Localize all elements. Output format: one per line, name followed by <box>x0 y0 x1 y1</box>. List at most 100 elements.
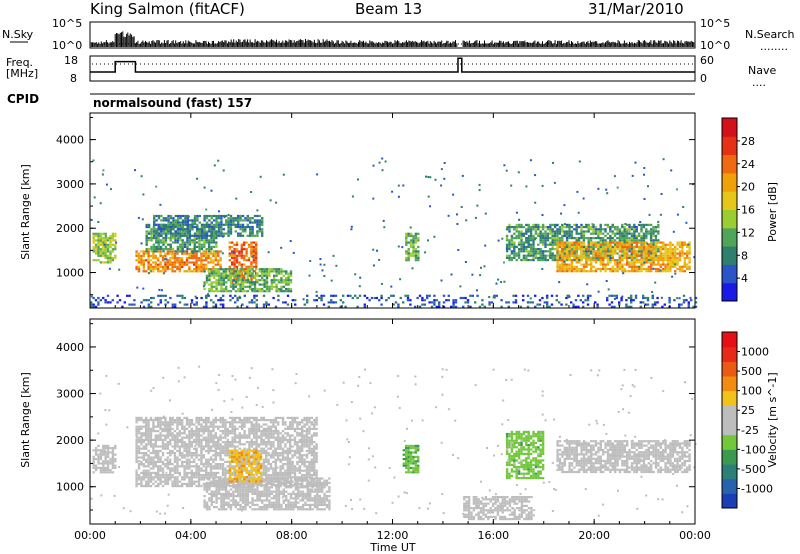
data-cell <box>510 239 514 242</box>
data-cell <box>447 294 450 297</box>
data-cell <box>611 270 614 273</box>
data-cell <box>568 232 571 235</box>
data-cell <box>513 226 516 229</box>
data-cell <box>265 290 269 293</box>
data-cell <box>404 294 407 297</box>
data-cell <box>604 267 607 271</box>
data-cell <box>592 256 595 259</box>
data-speckle <box>147 272 150 275</box>
data-speckle <box>259 175 262 178</box>
data-cell <box>657 250 660 253</box>
data-cell <box>589 259 593 262</box>
data-cell <box>351 296 354 300</box>
data-cell <box>671 261 674 264</box>
data-cell <box>197 423 201 426</box>
data-cell <box>433 294 436 297</box>
data-cell <box>210 285 213 288</box>
data-cell <box>200 254 203 257</box>
data-cell <box>599 241 602 244</box>
data-cell <box>160 228 163 231</box>
data-cell <box>637 239 641 242</box>
data-cell <box>174 241 177 244</box>
data-cell <box>549 223 552 226</box>
data-cell <box>585 256 588 260</box>
data-cell <box>534 237 538 240</box>
data-cell <box>173 482 177 485</box>
data-cell <box>568 245 571 249</box>
data-cell <box>166 250 169 253</box>
data-cell <box>580 248 583 251</box>
data-speckle <box>181 297 184 300</box>
data-speckle <box>631 174 634 177</box>
data-cell <box>111 449 115 452</box>
data-cell <box>178 445 181 448</box>
data-cell <box>157 265 160 268</box>
data-cell <box>630 237 634 240</box>
data-cell <box>188 270 191 273</box>
data-speckle <box>232 251 235 254</box>
data-cell <box>176 245 180 248</box>
data-cell <box>659 254 662 257</box>
data-cell <box>169 234 173 237</box>
data-cell <box>565 239 569 242</box>
data-cell <box>238 252 241 255</box>
data-cell <box>274 305 278 308</box>
data-cell <box>193 482 196 485</box>
data-cell <box>638 259 641 262</box>
data-speckle <box>480 266 482 269</box>
data-cell <box>549 226 552 229</box>
data-cell <box>166 476 169 479</box>
data-speckle <box>189 230 191 233</box>
data-speckle <box>605 188 608 191</box>
data-cell <box>282 281 285 284</box>
data-cell <box>201 232 204 235</box>
data-cell <box>599 226 602 229</box>
data-cell <box>214 471 217 474</box>
data-cell <box>157 230 160 233</box>
data-cell <box>258 219 261 222</box>
data-cell <box>240 256 243 260</box>
data-cell <box>135 478 138 481</box>
data-cell <box>159 252 162 255</box>
data-cell <box>556 239 559 242</box>
data-cell <box>159 270 162 273</box>
data-cell <box>213 230 216 233</box>
data-cell <box>186 217 189 220</box>
data-cell <box>214 259 217 262</box>
data-cell <box>202 421 205 424</box>
data-cell <box>215 234 218 237</box>
data-cell <box>558 228 562 231</box>
data-cell <box>537 243 540 246</box>
data-cell <box>200 454 203 457</box>
data-cell <box>166 482 169 485</box>
data-cell <box>529 226 533 229</box>
data-cell <box>275 274 278 277</box>
data-cell <box>214 303 218 306</box>
data-cell <box>164 463 167 466</box>
data-cell <box>212 301 215 304</box>
data-cell <box>200 434 203 437</box>
data-speckle <box>155 185 158 188</box>
data-cell <box>228 254 231 257</box>
data-cell <box>207 443 210 446</box>
data-cell <box>606 267 610 271</box>
data-cell <box>207 476 210 479</box>
data-cell <box>568 243 571 246</box>
data-cell <box>599 230 602 233</box>
data-speckle <box>282 173 285 176</box>
data-cell <box>589 294 592 297</box>
data-cell <box>212 265 215 268</box>
data-cell <box>681 248 684 251</box>
data-cell <box>561 245 564 249</box>
data-cell <box>623 256 626 260</box>
data-cell <box>555 299 558 302</box>
data-cell <box>563 234 566 237</box>
data-cell <box>683 256 686 260</box>
data-cell <box>191 223 194 226</box>
data-speckle <box>193 223 196 225</box>
data-cell <box>111 471 115 474</box>
data-cell <box>602 256 605 260</box>
data-cell <box>171 485 174 488</box>
data-cell <box>609 261 612 264</box>
data-cell <box>681 270 684 273</box>
